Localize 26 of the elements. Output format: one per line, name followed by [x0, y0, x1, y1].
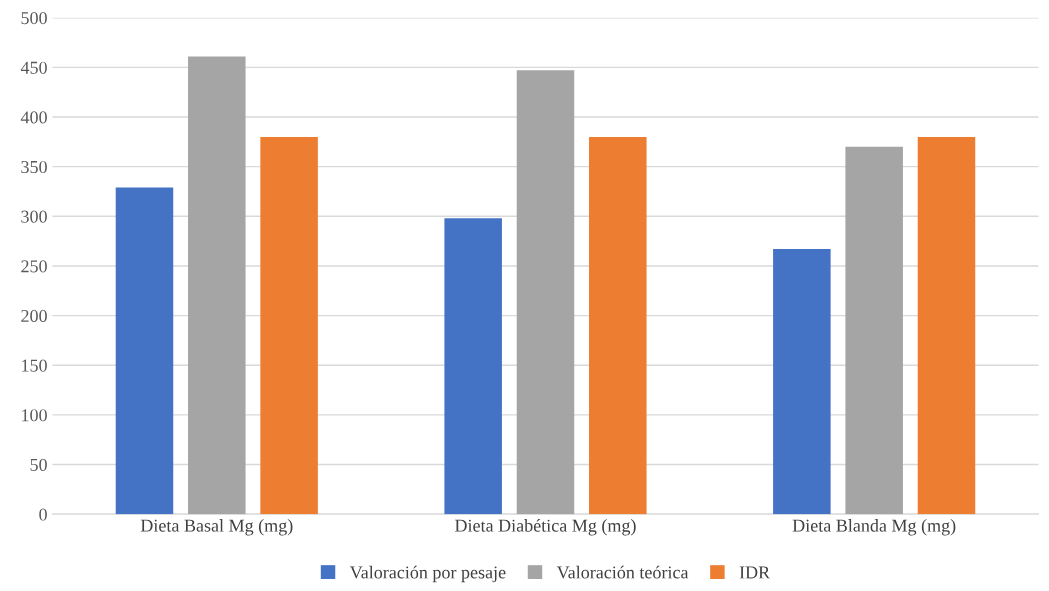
x-tick-label: Dieta Basal Mg (mg)	[140, 519, 293, 536]
y-tick-label: 500	[21, 11, 47, 25]
y-tick-label: 350	[21, 160, 47, 174]
y-tick-label: 400	[20, 111, 47, 124]
bar	[773, 249, 831, 515]
y-tick-label: 50	[30, 458, 47, 471]
bar	[516, 70, 575, 515]
y-tick-label: 150	[22, 359, 47, 372]
legend-label: Valoración teórica	[556, 565, 689, 579]
bar	[260, 136, 318, 515]
y-tick-label: 250	[21, 260, 47, 273]
bar	[444, 218, 502, 515]
x-tick-label: Dieta Diabética Mg (mg)	[455, 519, 636, 536]
bar	[845, 146, 903, 515]
y-tick-label: 200	[21, 309, 47, 323]
y-tick-label: 100	[22, 409, 47, 422]
legend-label: Valoración por pesaje	[349, 565, 506, 583]
y-tick-label: 0	[39, 508, 47, 521]
bar	[115, 187, 174, 515]
legend-label: IDR	[739, 566, 771, 579]
y-tick-label: 450	[20, 61, 47, 74]
x-tick-label: Dieta Blanda Mg (mg)	[792, 519, 956, 536]
bar	[917, 136, 976, 515]
bar	[589, 136, 647, 515]
bar	[188, 56, 246, 515]
y-tick-label: 300	[21, 210, 47, 223]
